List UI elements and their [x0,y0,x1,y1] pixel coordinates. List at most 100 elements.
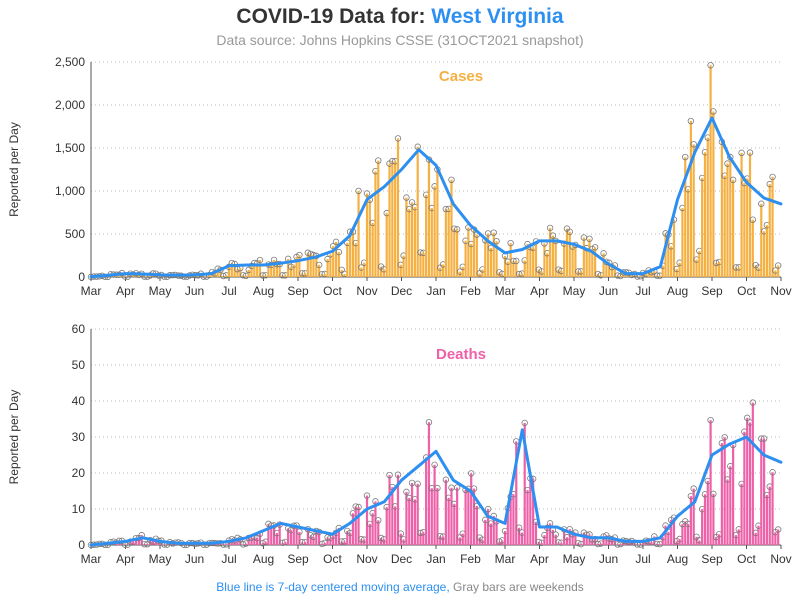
title-state: West Virginia [431,5,564,28]
deaths-marker [453,484,461,491]
cases-marker [448,176,455,184]
cases-marker [729,176,737,184]
deaths-moving-average-line [89,428,783,547]
cases-marker [758,200,765,207]
deaths-marker [386,471,393,479]
cases-marker [451,225,458,232]
cases-x-tick-label: Jun [599,284,618,298]
cases-y-tick-label: 500 [65,227,85,241]
deaths-marker [760,435,768,442]
cases-x-tick-label: Nov [356,284,377,298]
deaths-marker [434,484,441,492]
cases-marker [546,224,554,232]
deaths-x-tick-label: Mar [495,552,516,566]
cases-marker [653,272,661,279]
deaths-marker [744,414,751,422]
deaths-y-tick-label: 0 [78,538,85,552]
cases-x-tick-label: Jul [635,284,650,298]
cases-marker [408,199,416,206]
cases-marker [335,248,343,256]
cases-marker [600,250,607,257]
deaths-marker [437,532,444,540]
deaths-x-tick-label: Feb [460,552,481,566]
deaths-x-tick-label: Oct [323,552,342,566]
deaths-x-tick-label: Sep [701,552,723,566]
cases-marker [332,238,340,246]
cases-marker [296,251,303,259]
deaths-marker [431,461,438,469]
deaths-y-tick-label: 60 [72,322,86,336]
cases-marker [591,244,599,251]
cases-marker [586,235,593,243]
cases-marker [774,262,782,269]
chart-subtitle: Data source: Johns Hopkins CSSE (31OCT20… [216,32,584,48]
deaths-marker [484,505,492,513]
deaths-x-tick-label: Jul [635,552,650,566]
deaths-panel-title: Deaths [436,346,486,363]
deaths-marker [375,517,382,524]
cases-y-tick-label: 0 [78,270,85,284]
cases-x-tick-label: Oct [323,284,342,298]
deaths-x-tick-label: Nov [770,552,791,566]
cases-x-tick-label: Dec [391,284,412,298]
cases-x-tick-label: Mar [495,284,516,298]
deaths-y-tick-label: 30 [72,430,86,444]
cases-y-axis-label: Reported per Day [7,122,21,217]
cases-marker [493,237,500,245]
deaths-y-tick-label: 10 [72,502,86,516]
deaths-marker [535,538,542,546]
cases-marker [507,239,514,247]
cases-marker [417,249,424,256]
deaths-marker [296,528,303,536]
cases-marker [363,190,371,197]
deaths-marker [555,539,562,546]
deaths-y-tick-label: 40 [72,394,86,408]
cases-marker [614,272,621,279]
cases-marker [490,229,497,236]
cases-panel-title: Cases [439,68,483,85]
deaths-marker [653,540,661,548]
deaths-marker [358,536,365,543]
cases-marker [710,108,717,115]
deaths-marker [575,539,582,547]
cases-marker [738,149,745,157]
deaths-x-tick-label: Jun [599,552,618,566]
deaths-marker [414,480,421,488]
cases-x-tick-label: May [149,284,172,298]
deaths-marker [363,492,371,499]
deaths-marker [403,488,410,496]
cases-x-tick-label: Jan [426,284,445,298]
deaths-marker [552,531,559,538]
deaths-marker [710,490,717,498]
cases-marker [315,261,323,269]
deaths-marker [352,503,359,510]
cases-marker [690,141,697,148]
deaths-marker [442,476,450,483]
deaths-marker [394,471,402,478]
deaths-marker [769,469,776,476]
cases-marker [555,266,562,273]
cases-marker [513,257,520,265]
cases-marker [549,232,557,239]
deaths-x-tick-label: Aug [667,552,688,566]
chart-title: COVID-19 Data for: West Virginia [0,5,800,29]
cases-marker [375,157,382,164]
cases-y-tick-label: 2,500 [55,55,85,69]
cases-marker [687,117,695,125]
deaths-marker [521,419,528,427]
cases-x-tick-label: Aug [667,284,688,298]
cases-marker [453,226,461,233]
cases-marker [304,249,312,256]
deaths-marker [774,526,782,533]
deaths-marker [690,485,697,492]
deaths-x-tick-label: Mar [81,552,102,566]
deaths-y-tick-label: 50 [72,358,86,372]
deaths-x-tick-label: May [563,552,586,566]
deaths-x-tick-label: May [149,552,172,566]
deaths-x-tick-label: Aug [253,552,274,566]
deaths-y-axis-label: Reported per Day [7,390,21,485]
cases-marker [566,228,573,236]
deaths-x-tick-label: Jan [426,552,445,566]
deaths-x-tick-label: Jun [185,552,204,566]
deaths-marker [707,416,714,424]
